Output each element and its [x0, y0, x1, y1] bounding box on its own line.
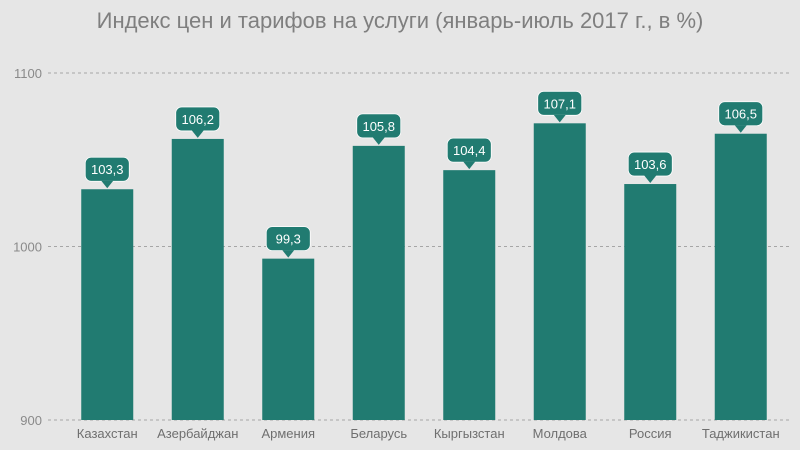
bar	[352, 145, 405, 420]
data-label-pointer	[101, 180, 114, 189]
bar	[624, 184, 677, 420]
data-label: 106,2	[181, 112, 214, 127]
x-tick-label: Беларусь	[350, 426, 407, 441]
y-tick-label: 1000	[13, 240, 42, 255]
data-label-pointer	[282, 250, 295, 258]
bar	[714, 133, 767, 420]
x-tick-label: Кыргызстан	[434, 426, 505, 441]
data-label-pointer	[372, 137, 385, 145]
data-label-pointer	[644, 175, 657, 184]
bar	[533, 123, 586, 420]
data-label: 103,6	[634, 157, 667, 172]
data-label-pointer	[463, 161, 476, 170]
x-tick-label: Армения	[261, 426, 315, 441]
bar	[171, 138, 224, 420]
data-label-pointer	[191, 130, 204, 138]
data-label: 104,4	[453, 143, 486, 158]
y-tick-label: 900	[20, 413, 42, 428]
data-label: 106,5	[724, 107, 757, 122]
x-tick-label: Таджикистан	[702, 426, 780, 441]
x-tick-label: Россия	[629, 426, 672, 441]
x-tick-label: Азербайджан	[157, 426, 238, 441]
data-label: 107,1	[543, 96, 576, 111]
x-tick-label: Молдова	[533, 426, 588, 441]
data-label-pointer	[734, 125, 747, 133]
data-label: 105,8	[362, 119, 395, 134]
data-label-pointer	[553, 114, 566, 123]
data-label: 99,3	[276, 232, 301, 247]
y-tick-label: 1100	[14, 66, 42, 81]
bar	[443, 170, 496, 420]
bar	[262, 258, 315, 420]
bar	[81, 189, 134, 420]
data-label: 103,3	[91, 162, 124, 177]
x-tick-label: Казахстан	[77, 426, 138, 441]
chart-title: Индекс цен и тарифов на услуги (январь-и…	[96, 8, 704, 33]
